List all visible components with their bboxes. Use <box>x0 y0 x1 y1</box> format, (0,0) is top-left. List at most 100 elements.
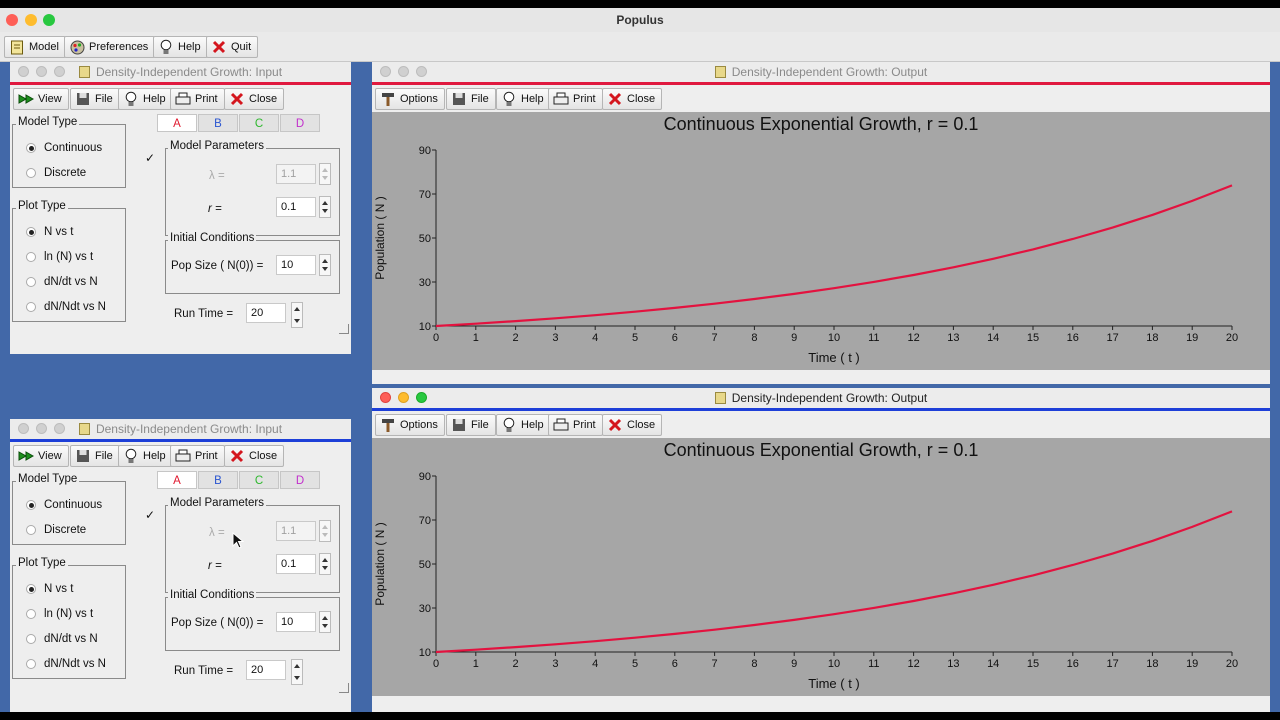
tab-b[interactable]: B <box>198 114 238 132</box>
preferences-button[interactable]: Preferences <box>64 36 156 58</box>
resize-grip[interactable] <box>339 324 349 334</box>
radio-dot <box>26 500 36 510</box>
model-parameters-checkbox[interactable]: ✓ <box>145 509 157 521</box>
radio-n-vs-t[interactable]: N vs t <box>26 583 73 595</box>
quit-button[interactable]: Quit <box>206 36 259 58</box>
help-button[interactable]: Help <box>118 88 173 110</box>
help-button[interactable]: Help <box>496 414 551 436</box>
minimize-window-button[interactable] <box>398 66 409 77</box>
close-window-button[interactable] <box>18 423 29 434</box>
file-button[interactable]: File <box>446 414 496 436</box>
radio-dnndt-vs-n[interactable]: dN/Ndt vs N <box>26 301 106 313</box>
help-button-label: Help <box>178 41 201 53</box>
close-button[interactable]: Close <box>602 88 663 110</box>
pop-size-field[interactable]: 10 <box>276 255 316 275</box>
lambda-stepper[interactable] <box>319 163 331 185</box>
zoom-window-button[interactable] <box>416 66 427 77</box>
radio-dot <box>26 143 36 153</box>
tab-c[interactable]: C <box>239 471 279 489</box>
input-window: Density-Independent Growth: Input View F… <box>10 62 351 354</box>
minimize-window-button[interactable] <box>398 392 409 403</box>
x-tick-label: 0 <box>433 658 439 670</box>
lambda-field[interactable]: 1.1 <box>276 164 316 184</box>
lambda-stepper[interactable] <box>319 520 331 542</box>
minimize-window-button[interactable] <box>36 66 47 77</box>
r-stepper[interactable] <box>319 553 331 575</box>
radio-label: Continuous <box>44 499 103 511</box>
radio-discrete[interactable]: Discrete <box>26 524 86 536</box>
options-button[interactable]: Options <box>375 88 445 110</box>
zoom-window-button[interactable] <box>54 423 65 434</box>
run-time-stepper[interactable] <box>291 659 303 685</box>
file-button[interactable]: File <box>70 445 120 467</box>
tab-a[interactable]: A <box>157 471 197 489</box>
pop-size-stepper[interactable] <box>319 254 331 276</box>
close-window-button[interactable] <box>380 66 391 77</box>
close-window-button[interactable] <box>380 392 391 403</box>
radio-continuous[interactable]: Continuous <box>26 142 102 154</box>
tab-d-label: D <box>295 475 305 487</box>
print-button[interactable]: Print <box>170 445 225 467</box>
y-tick-label: 10 <box>419 647 431 659</box>
x-tick-label: 6 <box>672 658 678 670</box>
minimize-window-button[interactable] <box>25 14 37 26</box>
y-tick-label: 50 <box>419 559 431 571</box>
run-time-stepper[interactable] <box>291 302 303 328</box>
close-button[interactable]: Close <box>602 414 663 436</box>
run-time-field[interactable]: 20 <box>246 660 286 680</box>
document-icon <box>714 392 726 404</box>
resize-grip[interactable] <box>339 683 349 693</box>
r-stepper[interactable] <box>319 196 331 218</box>
file-button[interactable]: File <box>446 88 496 110</box>
radio-ln-n-vs-t[interactable]: ln (N) vs t <box>26 608 93 620</box>
print-button[interactable]: Print <box>170 88 225 110</box>
zoom-window-button[interactable] <box>43 14 55 26</box>
pop-size-stepper[interactable] <box>319 611 331 633</box>
close-window-button[interactable] <box>6 14 18 26</box>
radio-discrete[interactable]: Discrete <box>26 167 86 179</box>
view-button-label: View <box>38 450 62 462</box>
close-window-button[interactable] <box>18 66 29 77</box>
radio-n-vs-t[interactable]: N vs t <box>26 226 73 238</box>
tab-c[interactable]: C <box>239 114 279 132</box>
output-window-titlebar: Density-Independent Growth: Output <box>372 388 1270 408</box>
minimize-window-button[interactable] <box>36 423 47 434</box>
radio-dndt-vs-n[interactable]: dN/dt vs N <box>26 633 98 645</box>
radio-dot <box>26 634 36 644</box>
print-button[interactable]: Print <box>548 414 603 436</box>
tab-d[interactable]: D <box>280 471 320 489</box>
lambda-field[interactable]: 1.1 <box>276 521 316 541</box>
options-button[interactable]: Options <box>375 414 445 436</box>
help-button[interactable]: Help <box>153 36 208 58</box>
model-parameters-checkbox[interactable]: ✓ <box>145 152 157 164</box>
radio-dnndt-vs-n[interactable]: dN/Ndt vs N <box>26 658 106 670</box>
print-button[interactable]: Print <box>548 88 603 110</box>
radio-continuous[interactable]: Continuous <box>26 499 102 511</box>
zoom-window-button[interactable] <box>54 66 65 77</box>
radio-ln-n-vs-t[interactable]: ln (N) vs t <box>26 251 93 263</box>
r-field[interactable]: 0.1 <box>276 197 316 217</box>
radio-label: ln (N) vs t <box>44 251 94 263</box>
view-button[interactable]: View <box>13 445 69 467</box>
printer-icon <box>553 91 569 107</box>
tab-a[interactable]: A <box>157 114 197 132</box>
tab-b[interactable]: B <box>198 471 238 489</box>
x-tick-label: 4 <box>592 658 598 670</box>
zoom-window-button[interactable] <box>416 392 427 403</box>
radio-label: dN/Ndt vs N <box>44 658 106 670</box>
file-button[interactable]: File <box>70 88 120 110</box>
pop-size-field[interactable]: 10 <box>276 612 316 632</box>
view-button[interactable]: View <box>13 88 69 110</box>
tab-d[interactable]: D <box>280 114 320 132</box>
help-button[interactable]: Help <box>118 445 173 467</box>
radio-dndt-vs-n[interactable]: dN/dt vs N <box>26 276 98 288</box>
close-button[interactable]: Close <box>224 445 285 467</box>
model-button[interactable]: Model <box>4 36 66 58</box>
r-field[interactable]: 0.1 <box>276 554 316 574</box>
y-tick-label: 70 <box>419 189 431 201</box>
help-button-label: Help <box>143 450 166 462</box>
close-button[interactable]: Close <box>224 88 285 110</box>
help-button[interactable]: Help <box>496 88 551 110</box>
x-tick-label: 8 <box>751 332 757 344</box>
run-time-field[interactable]: 20 <box>246 303 286 323</box>
